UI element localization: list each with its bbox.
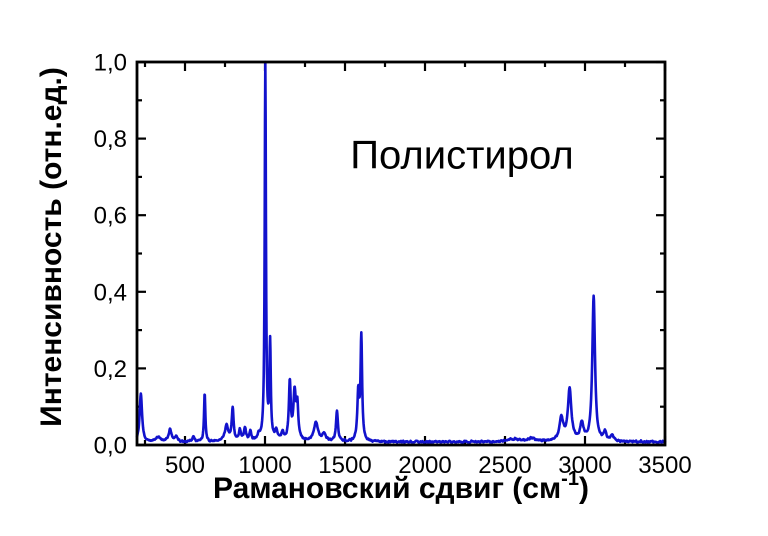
x-axis-title: Рамановский сдвиг (см-1): [137, 468, 665, 506]
x-tick-label: 3000: [558, 452, 611, 479]
spectrum-line: [135, 60, 667, 445]
x-axis-title-text: Рамановский сдвиг (см: [213, 472, 562, 505]
y-tick-label: 0,2: [94, 356, 127, 383]
y-axis-title: Интенсивность (отн.ед.): [35, 67, 68, 427]
y-tick-label: 0,6: [94, 203, 127, 230]
x-tick-label: 500: [165, 452, 205, 479]
y-tick-label: 1,0: [94, 50, 127, 77]
x-tick-label: 2000: [398, 452, 451, 479]
y-tick-label: 0,0: [94, 433, 127, 460]
x-tick-label: 1000: [238, 452, 291, 479]
x-tick-label: 1500: [318, 452, 371, 479]
x-axis-title-superscript: -1: [561, 468, 579, 490]
sample-label: Полистирол: [350, 133, 574, 178]
x-tick-label: 3500: [638, 452, 691, 479]
x-tick-label: 2500: [478, 452, 531, 479]
y-tick-label: 0,4: [94, 279, 127, 306]
x-axis-title-close: ): [578, 472, 589, 505]
plot-frame: [135, 60, 667, 447]
y-tick-label: 0,8: [94, 126, 127, 153]
